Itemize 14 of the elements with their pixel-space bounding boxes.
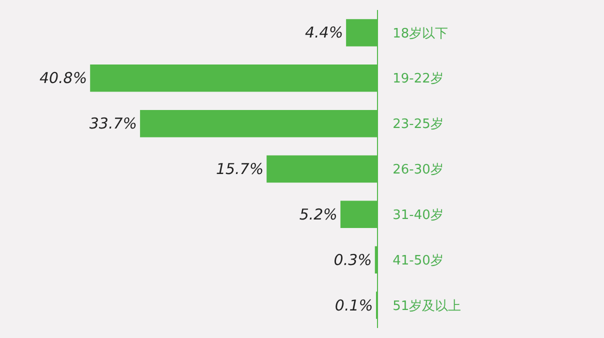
- y-tick-label: 31-40岁: [392, 208, 444, 223]
- data-label: 4.4%: [304, 24, 344, 42]
- y-tick-label: 41-50岁: [392, 253, 444, 268]
- y-tick-label: 26-30岁: [392, 162, 444, 178]
- y-tick-label: 19-22岁: [392, 72, 444, 87]
- y-tick-label: 51岁及以上: [392, 298, 462, 314]
- y-tick-label: 18岁以下: [392, 26, 448, 42]
- y-tick-label: 23-25岁: [392, 117, 444, 132]
- data-label: 0.1%: [334, 296, 373, 314]
- data-label: 0.3%: [334, 250, 372, 269]
- data-label: 40.8%: [39, 69, 88, 88]
- data-label: 5.2%: [299, 205, 338, 224]
- data-label: 15.7%: [216, 160, 264, 178]
- data-label: 33.7%: [89, 114, 138, 133]
